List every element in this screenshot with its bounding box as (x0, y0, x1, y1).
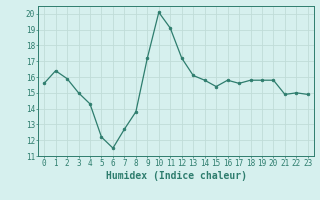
X-axis label: Humidex (Indice chaleur): Humidex (Indice chaleur) (106, 171, 246, 181)
